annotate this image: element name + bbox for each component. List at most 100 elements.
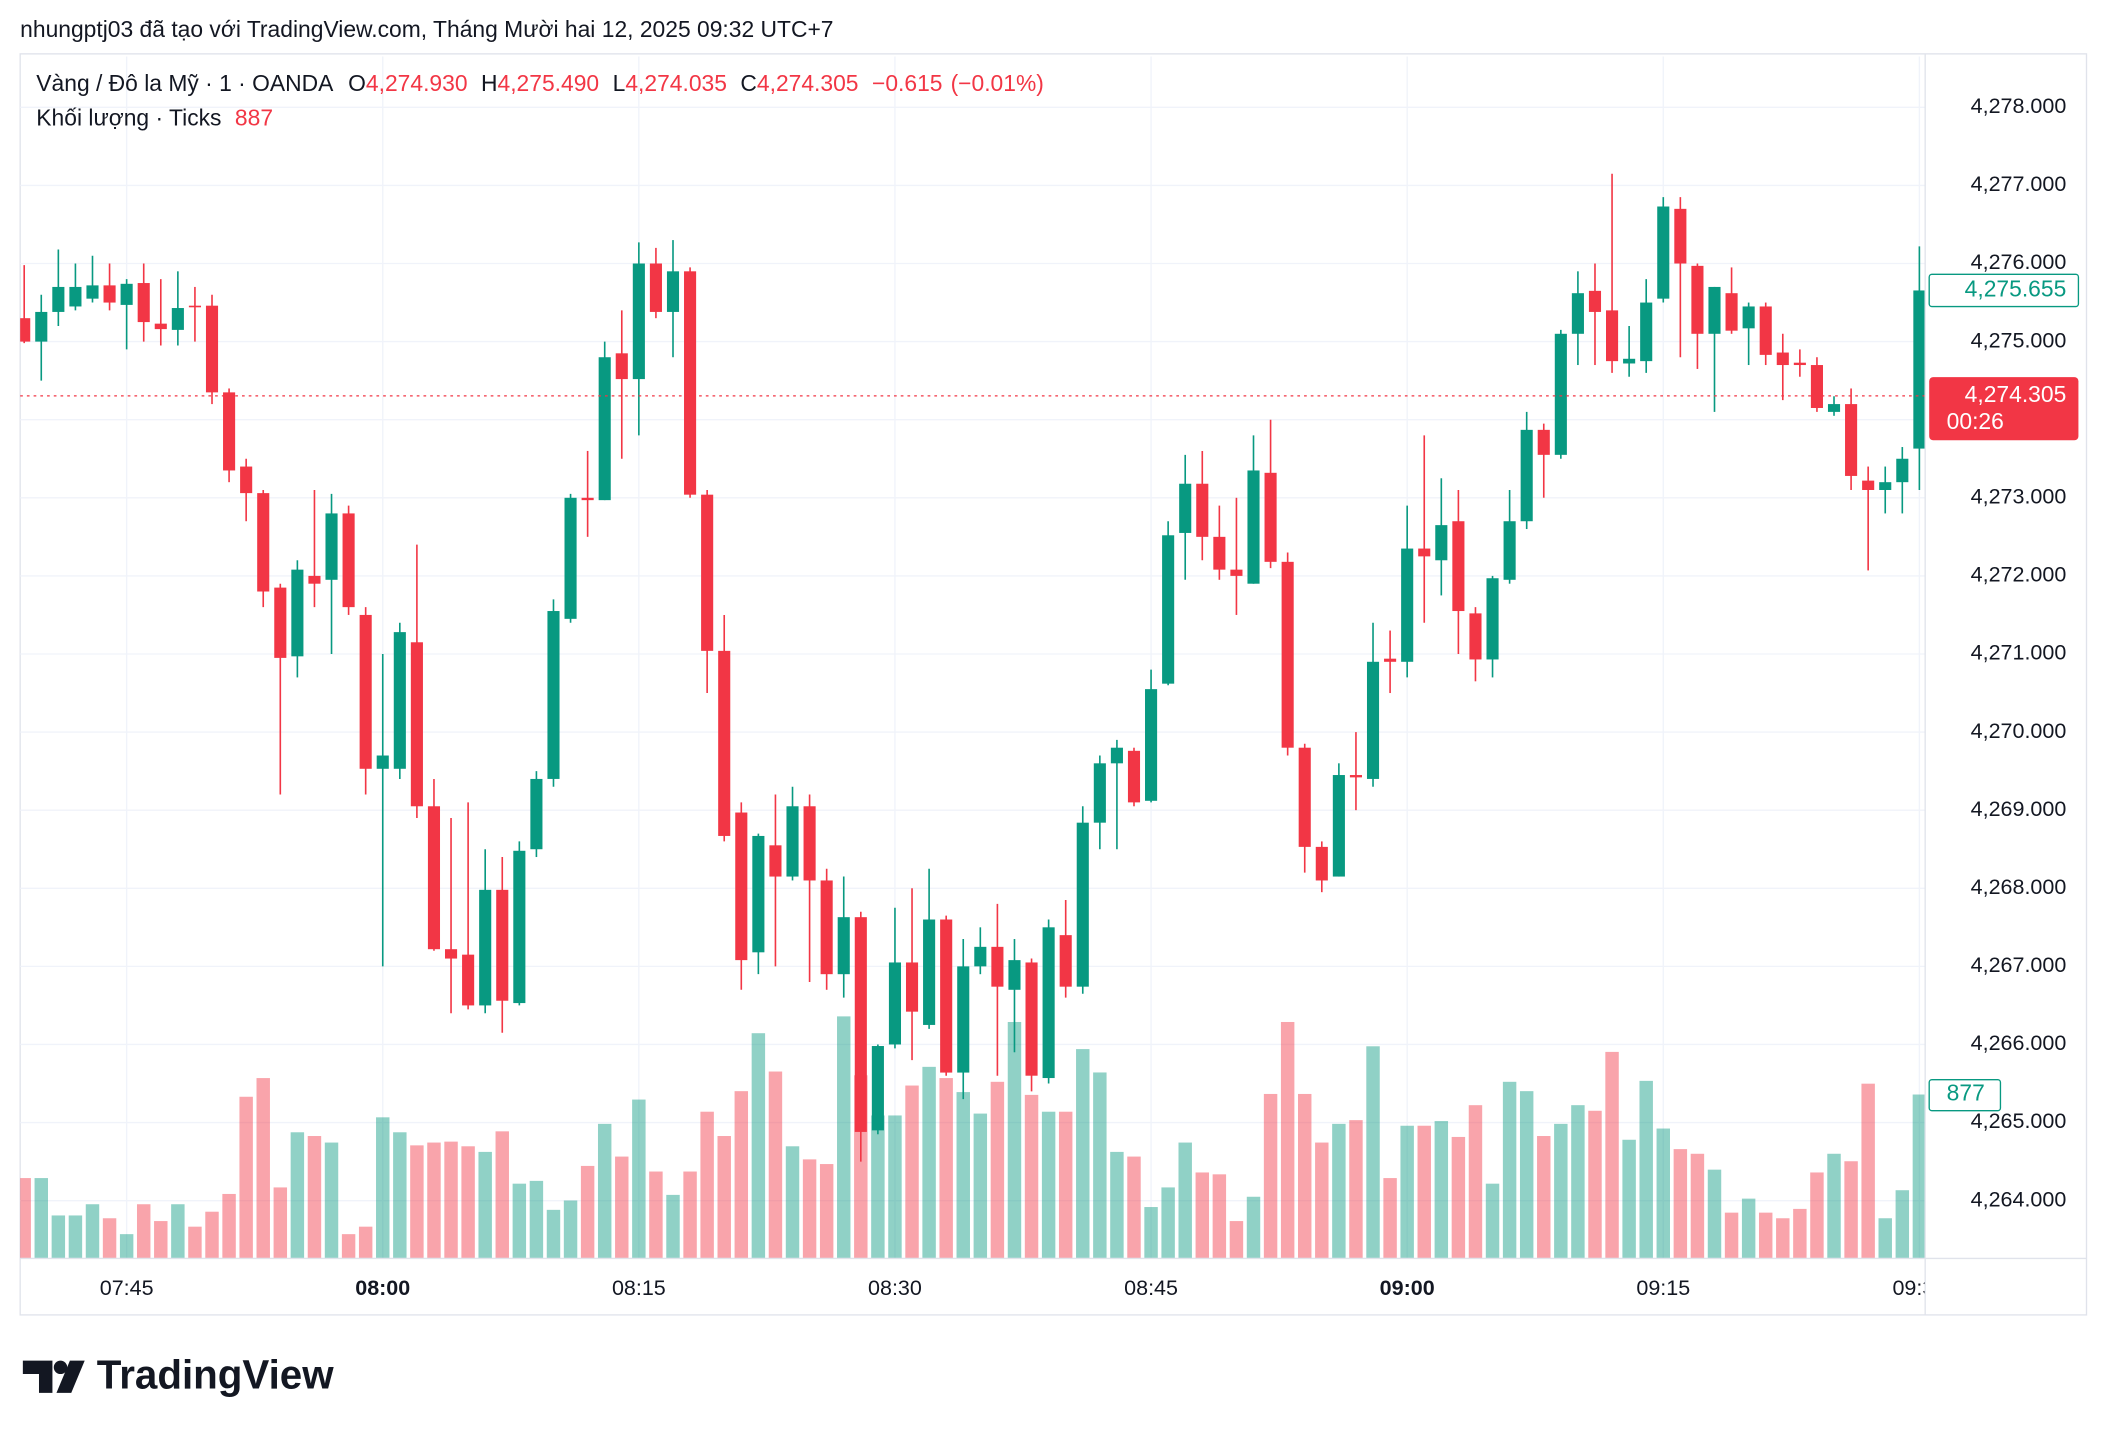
candle-body (1247, 470, 1260, 584)
volume-bar (1776, 1218, 1790, 1259)
volume-bar (1861, 1083, 1875, 1259)
volume-bar (1451, 1136, 1466, 1259)
legend-key: O (348, 70, 366, 96)
candle-body (1401, 548, 1414, 662)
candle-body (240, 466, 253, 494)
logo-t (22, 1360, 53, 1393)
volume-bar (1263, 1093, 1278, 1259)
candle-body (1213, 536, 1226, 570)
candle-body (905, 962, 919, 1012)
candle-body (359, 614, 372, 769)
candle-body (1776, 352, 1789, 366)
volume-bar (1878, 1218, 1892, 1259)
volume-bar (1690, 1153, 1705, 1259)
volume-bar (905, 1085, 919, 1259)
candle-body (1623, 358, 1636, 364)
volume-bar (1400, 1125, 1414, 1259)
volume-bar (1229, 1221, 1244, 1259)
grid (20, 56, 1926, 1259)
volume-bar (1827, 1153, 1841, 1259)
candle-body (1076, 822, 1089, 987)
candle-body (1708, 286, 1721, 334)
candle-body (837, 917, 850, 975)
volume-bar (1656, 1128, 1670, 1259)
volume-bar (34, 1178, 48, 1259)
candle-body (940, 919, 953, 1073)
y-tick-label: 4,267.000 (1971, 953, 2067, 977)
volume-bar (837, 1016, 851, 1259)
legend-symbol: Vàng / Đô la Mỹ · 1 · OANDA (36, 70, 334, 96)
candle-body (1384, 658, 1397, 662)
candle-body (547, 611, 560, 779)
candle-body (991, 946, 1004, 987)
legend-value: 4,274.035 (625, 70, 727, 96)
volume-bar (1622, 1139, 1636, 1259)
price-marker-label: 4,275.655 (1965, 275, 2067, 301)
volume-bar (990, 1081, 1005, 1259)
volume-bar (119, 1234, 134, 1259)
candle-body (257, 493, 270, 592)
volume-bar (273, 1187, 288, 1259)
candle-body (701, 494, 714, 651)
candle-body (1469, 613, 1482, 660)
candle-body (1691, 265, 1704, 334)
volume-bar (358, 1226, 373, 1259)
candle-body (1059, 935, 1072, 987)
volume-bar (666, 1194, 680, 1259)
brand: TradingView (97, 1352, 334, 1398)
volume-bar (1366, 1046, 1380, 1259)
logo-slash (56, 1360, 85, 1393)
volume-bar (1588, 1110, 1602, 1259)
volume-bar (239, 1096, 253, 1259)
candle-body (1298, 747, 1311, 847)
x-tick-label: 08:45 (1124, 1276, 1178, 1300)
candle-body (530, 778, 543, 850)
candle-body (581, 497, 594, 501)
candle-body (1725, 293, 1738, 331)
candle-body (1008, 960, 1021, 990)
legend-key: C (740, 70, 757, 96)
volume-bar (802, 1159, 817, 1259)
candle-body (803, 806, 816, 881)
candle-body (462, 954, 475, 1006)
candle-body (1025, 962, 1038, 1076)
volume-bar (597, 1123, 612, 1259)
volume-bar (290, 1132, 305, 1259)
candle-body (1657, 206, 1670, 299)
volume-legend-label: Khối lượng · Ticks (36, 105, 221, 131)
candle-body (888, 962, 902, 1045)
candle-body (854, 917, 867, 1132)
candle-body (20, 318, 31, 342)
y-tick-label: 4,278.000 (1971, 94, 2067, 118)
volume-bar (222, 1193, 236, 1259)
candle-body (1349, 775, 1362, 778)
candle-body (1418, 548, 1431, 557)
volume-bar (410, 1145, 424, 1259)
volume-bar (1041, 1111, 1056, 1259)
volume-bar (632, 1099, 646, 1259)
chart-frame (19, 53, 2088, 1316)
candle-body (427, 806, 441, 950)
volume-bar (1195, 1172, 1210, 1259)
price-marker-box (1928, 273, 2080, 308)
volume-bar (495, 1131, 509, 1259)
volume-bar (580, 1165, 595, 1259)
volume-bar (1349, 1120, 1363, 1259)
candle-body (35, 311, 48, 342)
volume-bar (376, 1117, 390, 1259)
volume-bar (85, 1204, 100, 1259)
x-tick-label: 07:45 (100, 1276, 154, 1300)
volume-bar (1298, 1093, 1312, 1259)
candle-body (103, 285, 116, 303)
candle-body (69, 286, 82, 307)
volume-bar (615, 1156, 629, 1259)
candle-body (752, 835, 765, 953)
candle-body (1520, 429, 1533, 522)
candle-body (564, 497, 577, 619)
volume-bar (478, 1151, 492, 1259)
candle-body (1827, 404, 1841, 412)
volume-bar (20, 1178, 31, 1259)
x-tick-label: 09:30 (1892, 1276, 1946, 1300)
candle-body (1674, 208, 1687, 264)
volume-bar (1383, 1178, 1397, 1259)
